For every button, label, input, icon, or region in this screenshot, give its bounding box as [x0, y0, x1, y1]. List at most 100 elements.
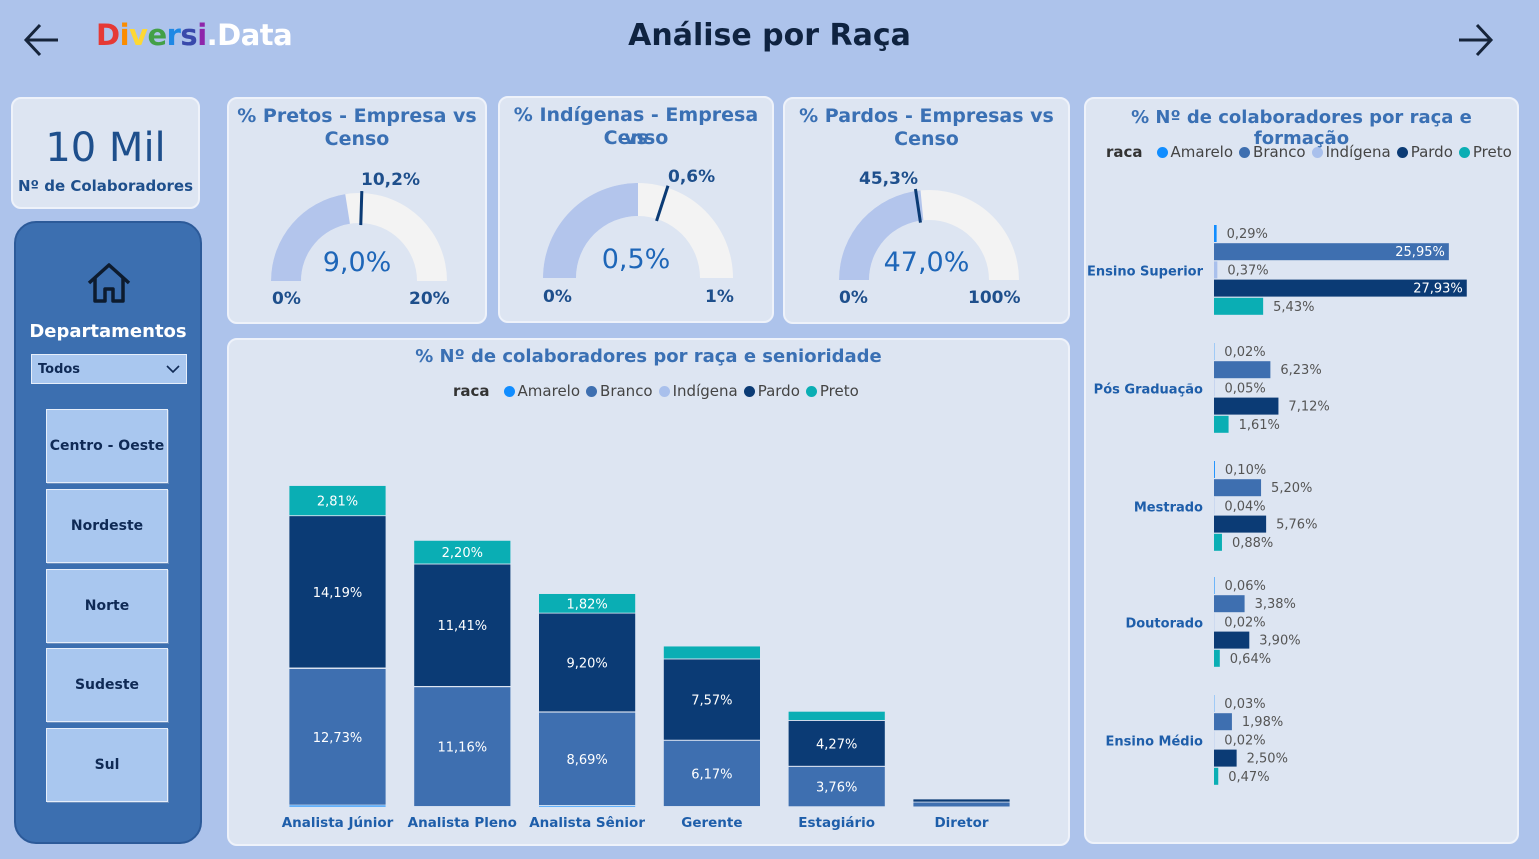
region-button-norte[interactable]: Norte [46, 569, 168, 643]
department-select[interactable]: Todos [31, 354, 187, 384]
bar-segment-pardo[interactable] [662, 658, 761, 741]
legend-item-amarelo[interactable]: Amarelo [1170, 143, 1234, 161]
bar-segment-branco[interactable] [538, 711, 637, 806]
bar-segment-branco[interactable] [912, 801, 1011, 808]
bar-segment-pardo[interactable] [912, 798, 1011, 803]
seniority-chart-title: % Nº de colaboradores por raça e seniori… [415, 346, 882, 367]
bar-segment-preto[interactable] [912, 797, 1011, 800]
bar-amarelo[interactable] [1214, 225, 1217, 242]
legend-item-preto[interactable]: Preto [1472, 143, 1512, 161]
gauge-target-label: 45,3% [859, 169, 918, 189]
bar-pardo[interactable] [1214, 279, 1467, 297]
bar-data-label: 7,12% [1288, 400, 1329, 415]
bar-data-label: 8,69% [566, 753, 607, 768]
gauge-max-label: 1% [705, 287, 734, 307]
legend-item-branco[interactable]: Branco [600, 382, 653, 400]
bar-segment-preto[interactable] [413, 539, 512, 565]
legend-dot [503, 385, 515, 397]
legend-dot [586, 385, 598, 397]
legend-title: raca [1106, 143, 1143, 161]
department-select-value: Todos [38, 362, 81, 377]
bar-data-label: 0,02% [1224, 345, 1265, 360]
bar-segment-branco[interactable] [662, 739, 761, 807]
bar-segment-preto[interactable] [538, 593, 637, 614]
gauge-card-pretos: % Pretos - Empresa vs Censo 10,2% 9,0% 0… [227, 97, 487, 324]
legend-item-preto[interactable]: Preto [819, 382, 859, 400]
category-label: Mestrado [1134, 501, 1203, 516]
bar-segment-pardo[interactable] [413, 563, 512, 687]
legend-item-indígena[interactable]: Indígena [1325, 143, 1391, 161]
logo-letter: s [180, 18, 198, 52]
bar-segment-preto[interactable] [787, 710, 886, 721]
bar-data-label: 0,37% [1227, 263, 1268, 278]
region-button-sul[interactable]: Sul [46, 728, 168, 802]
legend-item-pardo[interactable]: Pardo [757, 382, 800, 400]
kpi-value: 10 Mil [45, 125, 166, 171]
bar-pardo[interactable] [1214, 631, 1250, 649]
bar-data-label: 0,10% [1225, 463, 1266, 478]
bar-branco[interactable] [1214, 713, 1232, 731]
education-chart-legend: raca Amarelo Branco Indígena Pardo Preto [1106, 143, 1512, 161]
bar-preto[interactable] [1214, 533, 1222, 551]
bar-preto[interactable] [1214, 649, 1220, 667]
bar-indígena[interactable] [1214, 261, 1218, 279]
bar-preto[interactable] [1214, 415, 1229, 433]
bar-data-label: 0,64% [1230, 652, 1271, 667]
bar-segment-branco[interactable] [787, 765, 886, 808]
forward-arrow-icon[interactable] [1455, 20, 1495, 60]
region-button-sudeste[interactable]: Sudeste [46, 648, 168, 722]
logo-letter: i [119, 18, 130, 52]
department-title: Departamentos [29, 321, 187, 342]
category-label: Analista Sênior [529, 815, 645, 831]
gauge-max-label: 20% [409, 289, 450, 309]
bar-data-label: 27,93% [1413, 282, 1463, 297]
gauge-target-marker [913, 188, 922, 223]
bar-data-label: 11,16% [438, 741, 488, 756]
bar-data-label: 3,38% [1255, 597, 1296, 612]
bar-pardo[interactable] [1214, 749, 1237, 767]
bar-pardo[interactable] [1214, 397, 1279, 415]
bar-amarelo[interactable] [1214, 577, 1215, 594]
seniority-bar-chart: 12,73% 14,19% 2,81% Analista Júnior 11,16% 11… [282, 485, 1011, 831]
bar-data-label: 25,95% [1395, 245, 1445, 260]
legend-item-indígena[interactable]: Indígena [672, 382, 738, 400]
bar-data-label: 5,76% [1276, 518, 1317, 533]
bar-data-label: 0,47% [1228, 770, 1269, 785]
gauge-min-label: 0% [839, 288, 868, 308]
seniority-chart-card: % Nº de colaboradores por raça e seniori… [227, 338, 1070, 846]
bar-data-label: 6,23% [1280, 363, 1321, 378]
kpi-label: Nº de Colaboradores [17, 177, 194, 195]
home-icon[interactable] [86, 261, 132, 305]
bar-segment-pardo[interactable] [288, 515, 387, 669]
category-label: Pós Graduação [1094, 383, 1203, 398]
bar-branco[interactable] [1214, 595, 1245, 613]
bar-data-label: 7,57% [691, 694, 732, 709]
back-arrow-icon[interactable] [22, 20, 62, 60]
legend-item-pardo[interactable]: Pardo [1410, 143, 1453, 161]
department-panel: Departamentos Todos Centro - Oeste Norde… [14, 221, 202, 844]
bar-branco[interactable] [1214, 479, 1262, 497]
logo-letter: r [166, 18, 181, 52]
gauge-target-label: 10,2% [361, 170, 420, 190]
bar-preto[interactable] [1214, 297, 1264, 315]
bar-branco[interactable] [1214, 243, 1449, 261]
region-button-centro-oeste[interactable]: Centro - Oeste [46, 409, 168, 483]
bar-segment-branco[interactable] [288, 668, 387, 806]
region-button-nordeste[interactable]: Nordeste [46, 489, 168, 563]
legend-dot [1396, 146, 1408, 158]
legend-item-amarelo[interactable]: Amarelo [517, 382, 581, 400]
bar-segment-preto[interactable] [288, 485, 387, 517]
gauge-pardos [839, 188, 1019, 280]
bar-segment-preto[interactable] [662, 645, 761, 660]
bar-segment-pardo[interactable] [538, 612, 637, 713]
legend-dot [1458, 146, 1470, 158]
bar-preto[interactable] [1214, 767, 1219, 785]
bar-amarelo[interactable] [1214, 461, 1215, 478]
legend-item-branco[interactable]: Branco [1253, 143, 1306, 161]
bar-segment-pardo[interactable] [787, 720, 886, 767]
bar-data-label: 0,02% [1224, 615, 1265, 630]
bar-branco[interactable] [1214, 361, 1271, 379]
gauge-fill [271, 194, 350, 281]
bar-pardo[interactable] [1214, 515, 1267, 533]
bar-data-label: 6,17% [691, 767, 732, 782]
